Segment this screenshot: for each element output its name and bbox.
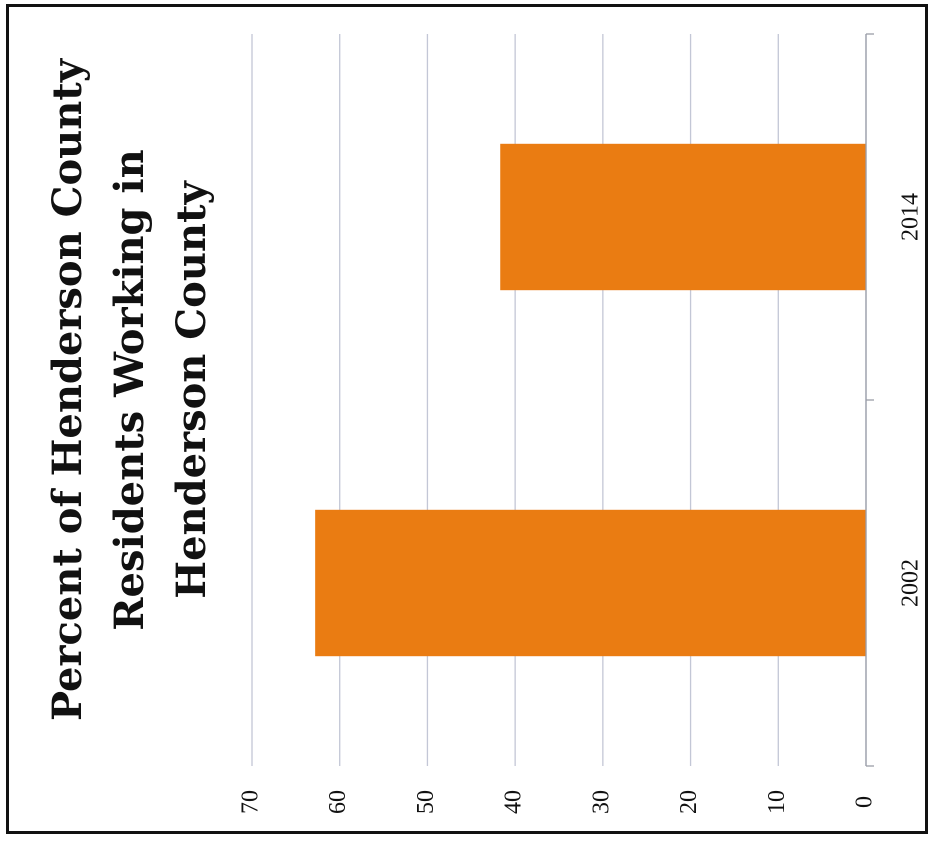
category-label-2014: 2014 bbox=[898, 193, 924, 241]
tick-label-10: 10 bbox=[764, 790, 790, 814]
chart-frame bbox=[6, 4, 928, 834]
bars bbox=[315, 143, 866, 657]
category-label-2002: 2002 bbox=[898, 559, 924, 607]
category-labels: 2002 2014 bbox=[898, 193, 924, 607]
bar-2014 bbox=[500, 143, 866, 291]
tick-label-50: 50 bbox=[413, 790, 439, 814]
tick-label-70: 70 bbox=[238, 790, 264, 814]
tick-label-0: 0 bbox=[852, 796, 878, 808]
tick-label-40: 40 bbox=[501, 790, 527, 814]
bar-2002 bbox=[315, 509, 866, 657]
tick-label-60: 60 bbox=[325, 790, 351, 814]
tick-label-30: 30 bbox=[588, 790, 614, 814]
category-axis bbox=[865, 33, 874, 767]
tick-label-20: 20 bbox=[676, 790, 702, 814]
value-axis-ticks: 0 10 20 30 40 50 60 70 bbox=[238, 790, 878, 814]
